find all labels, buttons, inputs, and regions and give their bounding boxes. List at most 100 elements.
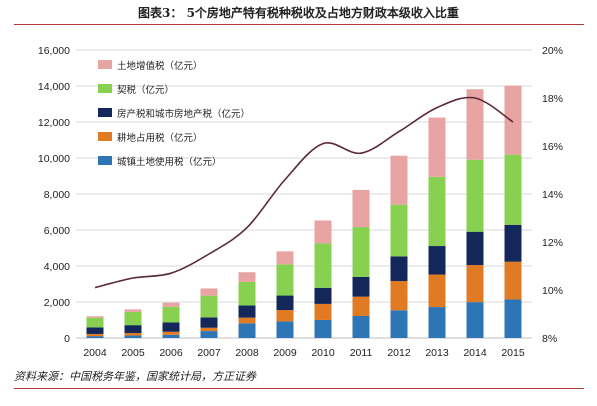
y-right-tick-label: 8% bbox=[542, 333, 557, 345]
y-right-tick-label: 10% bbox=[542, 285, 563, 297]
y-left-tick-label: 8,000 bbox=[44, 189, 70, 201]
bar-segment bbox=[352, 227, 370, 277]
bar-segment bbox=[86, 333, 104, 337]
bar-segment bbox=[86, 327, 104, 334]
title-rule bbox=[14, 24, 584, 25]
y-axis-right: 8% 10% 12% 14% 16% 18% 20% bbox=[542, 45, 563, 345]
source-note: 资料来源：中国税务年鉴，国家统计局，方正证券 bbox=[14, 370, 256, 383]
bar-segment bbox=[124, 332, 142, 336]
legend-label: 房产税和城市房地产税（亿元） bbox=[117, 108, 250, 120]
x-tick-label: 2013 bbox=[425, 347, 449, 359]
bar-segment bbox=[352, 189, 370, 228]
bar-segment bbox=[314, 243, 332, 288]
source-rule bbox=[14, 388, 584, 389]
y-right-tick-label: 16% bbox=[542, 141, 563, 153]
bar-segment bbox=[238, 272, 256, 282]
ratio-line-path bbox=[94, 96, 514, 289]
bar-segment bbox=[276, 264, 294, 296]
bar-segment bbox=[466, 89, 484, 160]
x-tick-label: 2015 bbox=[501, 347, 525, 359]
x-tick-label: 2007 bbox=[197, 347, 221, 359]
bar-segment bbox=[390, 155, 408, 205]
bar-segment bbox=[238, 317, 256, 324]
x-tick-label: 2005 bbox=[121, 347, 145, 359]
y-axis-left: 0 2,000 4,000 6,000 8,000 10,000 12,000 14,000 1… bbox=[38, 45, 70, 345]
bar-segment bbox=[86, 316, 104, 318]
bar-segment bbox=[200, 288, 218, 296]
bar-segment bbox=[276, 295, 294, 311]
bar-segment bbox=[276, 251, 294, 265]
ratio-line bbox=[94, 96, 514, 289]
x-tick-label: 2008 bbox=[235, 347, 259, 359]
bar-segment bbox=[124, 311, 142, 326]
bar-segment bbox=[238, 323, 256, 338]
bar-segment bbox=[314, 303, 332, 320]
bar-segment bbox=[276, 310, 294, 322]
bar-segment bbox=[466, 302, 484, 338]
bar-segment bbox=[162, 334, 180, 338]
bar-segment bbox=[352, 296, 370, 317]
bar-segment bbox=[200, 295, 218, 318]
x-tick-label: 2009 bbox=[273, 347, 297, 359]
bar-segment bbox=[200, 327, 218, 332]
bar-segment bbox=[162, 331, 180, 335]
bar-segment bbox=[238, 281, 256, 306]
bar-segment bbox=[200, 331, 218, 338]
legend-swatch bbox=[98, 60, 112, 69]
x-tick-label: 2012 bbox=[387, 347, 411, 359]
bar-segment bbox=[390, 310, 408, 338]
bar-segment bbox=[466, 231, 484, 266]
bar-segment bbox=[124, 325, 142, 333]
bar-segment bbox=[390, 256, 408, 282]
legend-swatch bbox=[98, 108, 112, 117]
y-left-tick-label: 12,000 bbox=[38, 117, 70, 129]
bar-segment bbox=[238, 305, 256, 318]
bar-segment bbox=[162, 306, 180, 323]
x-tick-label: 2010 bbox=[311, 347, 335, 359]
bar-segment bbox=[428, 176, 446, 247]
bar-segment bbox=[428, 117, 446, 177]
y-right-tick-label: 20% bbox=[542, 45, 563, 57]
y-left-tick-label: 0 bbox=[64, 333, 70, 345]
bar-segment bbox=[314, 287, 332, 304]
x-tick-label: 2011 bbox=[350, 347, 373, 359]
legend-label: 城镇土地使用税（亿元） bbox=[117, 156, 222, 168]
bar-segment bbox=[390, 204, 408, 257]
bar-segment bbox=[86, 336, 104, 338]
bar-segment bbox=[466, 265, 484, 303]
bar-segment bbox=[276, 321, 294, 338]
figure-title: 图表3： 5个房地产特有税种税收及占地方财政本级收入比重 bbox=[138, 6, 459, 20]
y-left-tick-label: 2,000 bbox=[44, 297, 70, 309]
legend-swatch bbox=[98, 156, 112, 165]
bar-segment bbox=[314, 319, 332, 338]
legend-swatch bbox=[98, 132, 112, 141]
y-left-tick-label: 14,000 bbox=[38, 81, 70, 93]
bar-segment bbox=[428, 246, 446, 275]
y-left-tick-label: 4,000 bbox=[44, 261, 70, 273]
legend: 土地增值税（亿元） 契税（亿元） 房产税和城市房地产税（亿元） 耕地占用税（亿元） 城镇… bbox=[98, 60, 250, 168]
bar-segment bbox=[352, 276, 370, 297]
legend-swatch bbox=[98, 84, 112, 93]
bar-segment bbox=[314, 220, 332, 244]
x-tick-label: 2004 bbox=[83, 347, 107, 359]
legend-label: 契税（亿元） bbox=[117, 84, 174, 96]
gridlines bbox=[76, 49, 532, 339]
y-left-tick-label: 10,000 bbox=[38, 153, 70, 165]
bar-segment bbox=[428, 307, 446, 338]
bar-segment bbox=[504, 261, 522, 300]
y-left-tick-label: 6,000 bbox=[44, 225, 70, 237]
bar-segment bbox=[162, 322, 180, 332]
bar-segment bbox=[504, 154, 522, 225]
bar-segment bbox=[504, 299, 522, 338]
x-tick-label: 2006 bbox=[159, 347, 183, 359]
bar-segment bbox=[504, 85, 522, 155]
bar-segment bbox=[428, 274, 446, 308]
y-right-tick-label: 14% bbox=[542, 189, 563, 201]
y-left-tick-label: 16,000 bbox=[38, 45, 70, 57]
y-right-tick-label: 12% bbox=[542, 237, 563, 249]
y-right-tick-label: 18% bbox=[542, 93, 563, 105]
legend-label: 耕地占用税（亿元） bbox=[117, 132, 203, 144]
bar-segment bbox=[200, 317, 218, 328]
bar-segment bbox=[504, 224, 522, 262]
